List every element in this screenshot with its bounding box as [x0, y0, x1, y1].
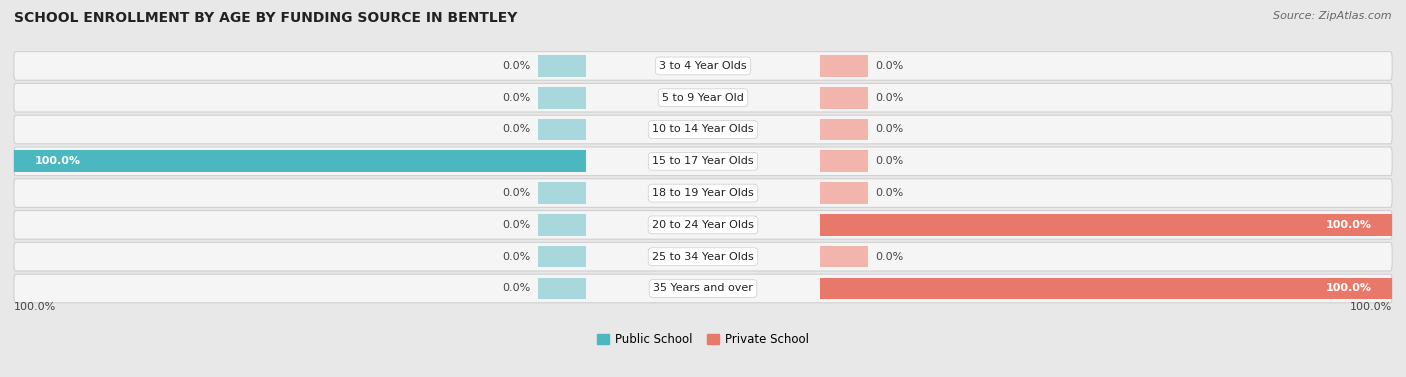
Text: 100.0%: 100.0%: [14, 302, 56, 312]
FancyBboxPatch shape: [14, 147, 1392, 176]
Text: 100.0%: 100.0%: [1350, 302, 1392, 312]
Bar: [14, 150, 586, 172]
Bar: [537, 246, 586, 268]
Bar: [820, 150, 869, 172]
FancyBboxPatch shape: [14, 274, 1392, 303]
Bar: [537, 87, 586, 109]
Text: 0.0%: 0.0%: [502, 188, 531, 198]
Text: 0.0%: 0.0%: [502, 220, 531, 230]
Text: 0.0%: 0.0%: [502, 93, 531, 103]
Text: 100.0%: 100.0%: [1326, 284, 1371, 293]
FancyBboxPatch shape: [14, 242, 1392, 271]
Bar: [537, 150, 586, 172]
Bar: [820, 182, 869, 204]
FancyBboxPatch shape: [14, 179, 1392, 207]
Text: Source: ZipAtlas.com: Source: ZipAtlas.com: [1274, 11, 1392, 21]
Text: 100.0%: 100.0%: [35, 156, 80, 166]
Bar: [537, 278, 586, 299]
Text: 0.0%: 0.0%: [502, 61, 531, 71]
Text: 0.0%: 0.0%: [875, 61, 904, 71]
FancyBboxPatch shape: [14, 211, 1392, 239]
Bar: [537, 119, 586, 140]
Bar: [820, 246, 869, 268]
Text: 100.0%: 100.0%: [1326, 220, 1371, 230]
Bar: [820, 87, 869, 109]
FancyBboxPatch shape: [14, 115, 1392, 144]
Bar: [537, 55, 586, 77]
Text: 0.0%: 0.0%: [875, 156, 904, 166]
Text: 0.0%: 0.0%: [875, 188, 904, 198]
Bar: [820, 214, 1392, 236]
Text: 25 to 34 Year Olds: 25 to 34 Year Olds: [652, 252, 754, 262]
Text: 35 Years and over: 35 Years and over: [652, 284, 754, 293]
Text: 0.0%: 0.0%: [502, 124, 531, 135]
Text: 0.0%: 0.0%: [875, 124, 904, 135]
Text: 10 to 14 Year Olds: 10 to 14 Year Olds: [652, 124, 754, 135]
Text: 3 to 4 Year Olds: 3 to 4 Year Olds: [659, 61, 747, 71]
Bar: [820, 214, 869, 236]
Text: 0.0%: 0.0%: [875, 93, 904, 103]
Bar: [820, 119, 869, 140]
Text: 5 to 9 Year Old: 5 to 9 Year Old: [662, 93, 744, 103]
FancyBboxPatch shape: [14, 52, 1392, 80]
Text: 0.0%: 0.0%: [875, 252, 904, 262]
Text: SCHOOL ENROLLMENT BY AGE BY FUNDING SOURCE IN BENTLEY: SCHOOL ENROLLMENT BY AGE BY FUNDING SOUR…: [14, 11, 517, 25]
Text: 15 to 17 Year Olds: 15 to 17 Year Olds: [652, 156, 754, 166]
Bar: [820, 278, 869, 299]
Text: 0.0%: 0.0%: [502, 252, 531, 262]
Text: 20 to 24 Year Olds: 20 to 24 Year Olds: [652, 220, 754, 230]
FancyBboxPatch shape: [14, 83, 1392, 112]
Text: 18 to 19 Year Olds: 18 to 19 Year Olds: [652, 188, 754, 198]
Bar: [537, 214, 586, 236]
Legend: Public School, Private School: Public School, Private School: [593, 328, 813, 351]
Bar: [820, 55, 869, 77]
Bar: [537, 182, 586, 204]
Text: 0.0%: 0.0%: [502, 284, 531, 293]
Bar: [820, 278, 1392, 299]
